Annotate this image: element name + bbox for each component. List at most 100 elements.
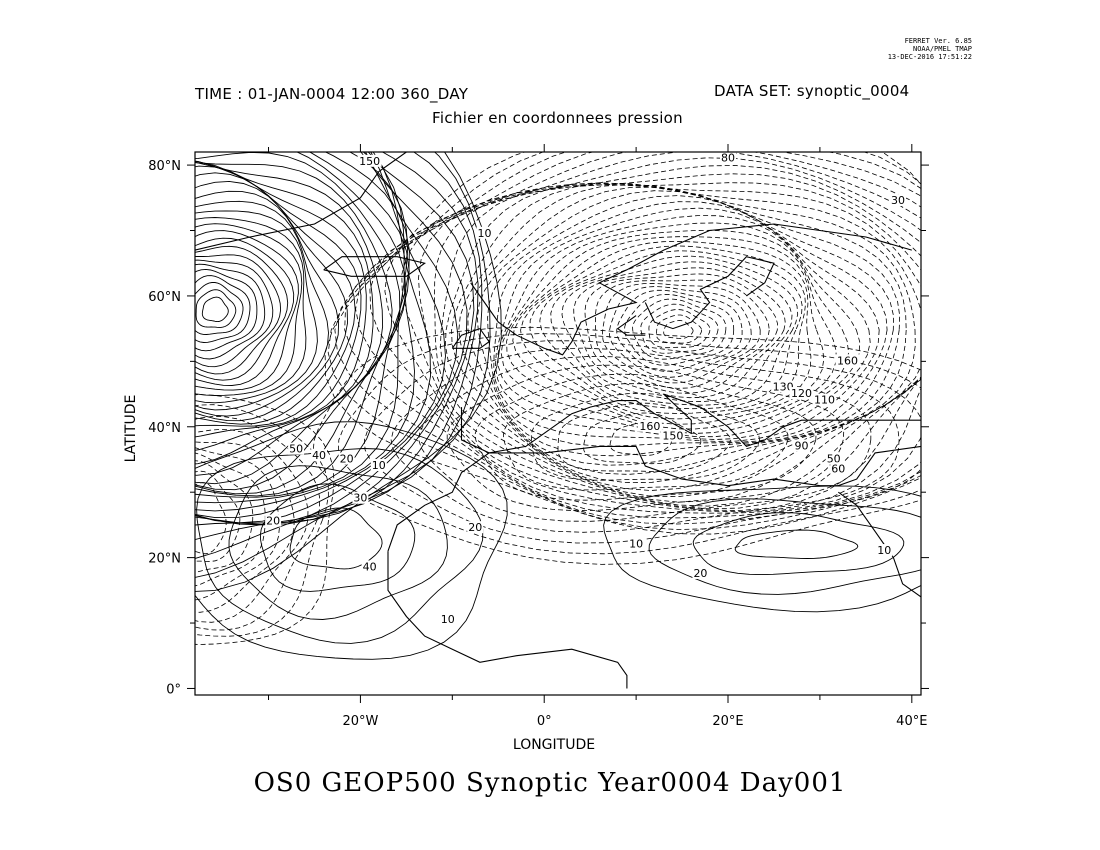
contour-label: 90 <box>795 439 809 452</box>
dashed-contour <box>327 152 921 531</box>
dashed-contour <box>474 373 817 501</box>
coastline <box>616 315 646 336</box>
dashed-contour <box>583 412 702 465</box>
dashed-contour <box>439 183 921 498</box>
dashed-contour <box>584 273 778 394</box>
contour-label-bg <box>467 521 484 534</box>
solid-contour <box>195 152 468 526</box>
contour-label: 160 <box>639 420 660 433</box>
x-tick-label: 20°E <box>712 714 743 729</box>
solid-contour <box>289 507 383 570</box>
dashed-contour <box>434 182 921 503</box>
dashed-contour <box>384 157 921 511</box>
solid-contour <box>195 161 367 451</box>
coastline <box>323 256 427 277</box>
dashed-contour <box>451 182 916 484</box>
dashed-contour <box>195 460 254 573</box>
solid-contour <box>195 160 374 465</box>
contour-label: 10 <box>477 227 491 240</box>
contour-label: 20 <box>468 521 482 534</box>
solid-contour <box>195 152 431 519</box>
contour-label-bg <box>357 154 382 167</box>
dashed-contour <box>390 347 900 533</box>
contour-label-bg <box>352 491 369 504</box>
contour-label: 150 <box>359 155 380 168</box>
dataset-label: DATA SET: synoptic_0004 <box>714 82 910 100</box>
dashed-contour <box>334 152 921 525</box>
coastline <box>387 445 921 552</box>
contour-label: 20 <box>340 452 354 465</box>
contour-label-bg <box>637 419 662 432</box>
ferret-timestamp: 13-DEC-2016 17:51:22 <box>887 53 972 61</box>
dashed-contour <box>487 195 888 447</box>
contour-label-bg <box>439 612 456 625</box>
dashed-contour <box>656 314 703 344</box>
dashed-contour <box>476 190 895 457</box>
contour-label-bg <box>361 560 378 573</box>
contour-label: 10 <box>372 459 386 472</box>
dashed-contour <box>195 428 309 623</box>
solid-contour <box>195 223 303 396</box>
contour-label-bg <box>370 459 387 472</box>
dashed-contour <box>369 152 921 513</box>
solid-contour <box>692 512 905 576</box>
contour-label: 20 <box>693 567 707 580</box>
contour-label-bg <box>793 439 810 452</box>
contour-label: 150 <box>662 430 683 443</box>
contour-label: 30 <box>891 194 905 207</box>
x-tick-label: 40°E <box>896 714 927 729</box>
solid-contour <box>195 217 307 404</box>
contour-label-bg <box>628 537 645 550</box>
solid-contour <box>195 289 237 328</box>
solid-contour <box>195 268 258 352</box>
contour-label-bg <box>771 380 796 393</box>
footer-title: OS0 GEOP500 Synoptic Year0004 Day001 <box>253 768 847 798</box>
contour-label-bg <box>288 442 305 455</box>
solid-contour <box>195 152 409 504</box>
contour-label: 110 <box>814 394 835 407</box>
dashed-contour <box>446 364 845 512</box>
solid-contour <box>196 448 484 644</box>
y-tick-label: 40°N <box>148 421 181 436</box>
contour-label-bg <box>692 566 709 579</box>
coastline <box>387 551 628 689</box>
solid-contour <box>195 282 244 335</box>
dashed-contour <box>444 182 921 491</box>
contour-label: 130 <box>773 381 794 394</box>
solid-contour <box>195 190 340 422</box>
dashed-contour <box>616 289 743 372</box>
contour-label: 10 <box>441 613 455 626</box>
solid-contour <box>195 161 384 476</box>
contour-label: 160 <box>837 354 858 367</box>
coastline <box>451 327 490 349</box>
x-tick-label: 20°W <box>342 714 378 729</box>
dashed-contour <box>663 320 694 340</box>
dashed-contour <box>520 240 812 420</box>
y-tick-label: 60°N <box>148 290 181 305</box>
dashed-contour <box>640 303 719 354</box>
contour-label-bg <box>789 387 814 400</box>
dashed-contour <box>632 298 727 360</box>
contour-label-bg <box>812 393 837 406</box>
dashed-contour <box>337 333 921 555</box>
solid-contour <box>648 498 921 595</box>
dashed-contour <box>557 402 731 472</box>
solid-contour <box>195 237 295 386</box>
solid-contour <box>195 254 282 375</box>
contour-label-bg <box>660 429 685 442</box>
coastline <box>460 393 921 454</box>
solid-contour <box>195 152 475 526</box>
solid-contour <box>195 259 274 368</box>
contour-label: 10 <box>877 544 891 557</box>
solid-contour <box>195 152 483 559</box>
solid-contour <box>195 200 329 417</box>
dashed-contour <box>500 222 850 434</box>
dashed-contour <box>355 152 921 514</box>
contour-label: 120 <box>791 387 812 400</box>
contour-label-bg <box>835 354 860 367</box>
dashed-contour <box>467 186 901 466</box>
solid-contour <box>195 152 410 497</box>
dashed-contour <box>595 279 770 389</box>
